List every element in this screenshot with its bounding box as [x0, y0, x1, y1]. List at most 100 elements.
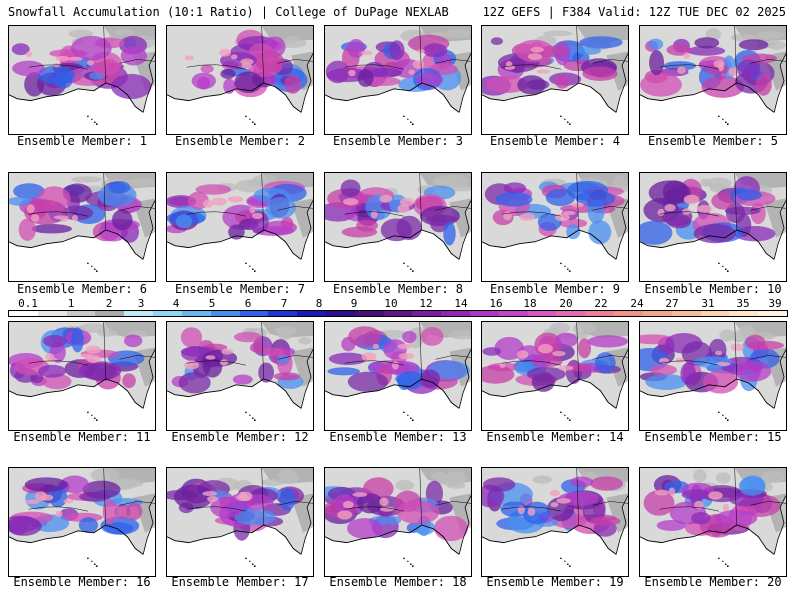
- color-swatch: [37, 311, 67, 316]
- color-swatch: [527, 311, 557, 316]
- snowfall-map: [482, 322, 628, 430]
- ensemble-member-map: [166, 172, 314, 282]
- ensemble-member-map: [166, 321, 314, 431]
- color-scale-tick-label: 7: [280, 297, 288, 310]
- ensemble-member-map: [639, 172, 787, 282]
- color-swatch: [66, 311, 96, 316]
- snowfall-map: [325, 26, 471, 134]
- snowfall-map: [325, 468, 471, 576]
- ensemble-member-label: Ensemble Member: 3: [332, 134, 464, 148]
- ensemble-member-map: [8, 321, 156, 431]
- color-scale-tick-label: 2: [105, 297, 113, 310]
- color-swatch: [412, 311, 442, 316]
- color-scale-tick-label: 22: [594, 297, 608, 310]
- color-swatch: [210, 311, 240, 316]
- ensemble-member-label: Ensemble Member: 19: [486, 575, 624, 589]
- ensemble-member-map: [481, 321, 629, 431]
- ensemble-member-label: Ensemble Member: 20: [644, 575, 782, 589]
- color-swatch: [729, 311, 759, 316]
- color-swatch: [239, 311, 269, 316]
- color-scale-tick-label: 20: [559, 297, 573, 310]
- color-scale-bar: [8, 310, 788, 317]
- color-scale-tick-label: 4: [172, 297, 180, 310]
- ensemble-member-label: Ensemble Member: 10: [644, 282, 782, 296]
- ensemble-member-label: Ensemble Member: 17: [171, 575, 309, 589]
- ensemble-member-label: Ensemble Member: 6: [16, 282, 148, 296]
- snowfall-map: [325, 322, 471, 430]
- ensemble-member-label: Ensemble Member: 8: [332, 282, 464, 296]
- snowfall-map: [9, 322, 155, 430]
- color-scale-tick-label: 3: [137, 297, 145, 310]
- color-swatch: [268, 311, 298, 316]
- color-scale-tick-label: 6: [244, 297, 252, 310]
- color-scale-tick-label: 8: [315, 297, 323, 310]
- color-scale-tick-label: 14: [454, 297, 468, 310]
- snowfall-map: [482, 26, 628, 134]
- color-scale-tick-label: 10: [384, 297, 398, 310]
- color-swatch: [614, 311, 643, 316]
- color-swatch: [325, 311, 355, 316]
- ensemble-member-map: [639, 321, 787, 431]
- chart-title: Snowfall Accumulation (10:1 Ratio) | Col…: [8, 5, 449, 19]
- ensemble-member-map: [324, 172, 472, 282]
- ensemble-member-map: [481, 25, 629, 135]
- color-swatch: [354, 311, 384, 316]
- color-swatch: [124, 311, 154, 316]
- ensemble-member-map: [324, 467, 472, 577]
- color-swatch: [95, 311, 125, 316]
- color-scale-tick-label: 24: [630, 297, 644, 310]
- color-scale-tick-label: 0.1: [18, 297, 38, 310]
- ensemble-member-map: [166, 467, 314, 577]
- color-swatch: [671, 311, 701, 316]
- ensemble-member-map: [481, 172, 629, 282]
- ensemble-member-map: [639, 25, 787, 135]
- color-swatch: [642, 311, 672, 316]
- ensemble-member-label: Ensemble Member: 9: [489, 282, 621, 296]
- ensemble-member-label: Ensemble Member: 7: [174, 282, 306, 296]
- snowfall-map: [167, 468, 313, 576]
- color-scale-tick-label: 9: [350, 297, 358, 310]
- snowfall-map: [167, 173, 313, 281]
- snowfall-map: [325, 173, 471, 281]
- color-swatch: [758, 311, 787, 316]
- color-swatch: [383, 311, 413, 316]
- color-swatch: [700, 311, 730, 316]
- color-swatch: [470, 311, 499, 316]
- color-scale: 0.1 1 2 3 4 5 6 7 8 9 10 12 14 16 18 20 22 24 27 31 35 39: [8, 297, 788, 317]
- ensemble-member-label: Ensemble Member: 5: [647, 134, 779, 148]
- ensemble-member-map: [324, 321, 472, 431]
- color-scale-tick-label: 1: [67, 297, 75, 310]
- color-swatch: [441, 311, 470, 316]
- color-scale-tick-label: 27: [665, 297, 679, 310]
- ensemble-member-label: Ensemble Member: 13: [329, 430, 467, 444]
- ensemble-member-label: Ensemble Member: 16: [13, 575, 151, 589]
- color-scale-tick-label: 39: [768, 297, 782, 310]
- color-swatch: [556, 311, 586, 316]
- ensemble-member-map: [481, 467, 629, 577]
- snowfall-map: [167, 322, 313, 430]
- snowfall-map: [9, 468, 155, 576]
- snowfall-map: [640, 173, 786, 281]
- color-swatch: [297, 311, 326, 316]
- ensemble-member-label: Ensemble Member: 12: [171, 430, 309, 444]
- color-swatch: [181, 311, 211, 316]
- ensemble-member-label: Ensemble Member: 4: [489, 134, 621, 148]
- run-valid-time: 12Z GEFS | F384 Valid: 12Z TUE DEC 02 20…: [482, 5, 786, 19]
- ensemble-member-label: Ensemble Member: 1: [16, 134, 148, 148]
- color-swatch: [153, 311, 182, 316]
- color-swatch: [9, 311, 38, 316]
- snowfall-map: [640, 26, 786, 134]
- ensemble-member-map: [8, 25, 156, 135]
- color-scale-tick-label: 31: [701, 297, 715, 310]
- snowfall-map: [640, 322, 786, 430]
- snowfall-map: [167, 26, 313, 134]
- ensemble-member-label: Ensemble Member: 2: [174, 134, 306, 148]
- ensemble-member-map: [8, 467, 156, 577]
- ensemble-member-map: [8, 172, 156, 282]
- snowfall-map: [482, 468, 628, 576]
- snowfall-map: [640, 468, 786, 576]
- snowfall-map: [482, 173, 628, 281]
- ensemble-member-map: [324, 25, 472, 135]
- ensemble-member-label: Ensemble Member: 11: [13, 430, 151, 444]
- ensemble-member-label: Ensemble Member: 14: [486, 430, 624, 444]
